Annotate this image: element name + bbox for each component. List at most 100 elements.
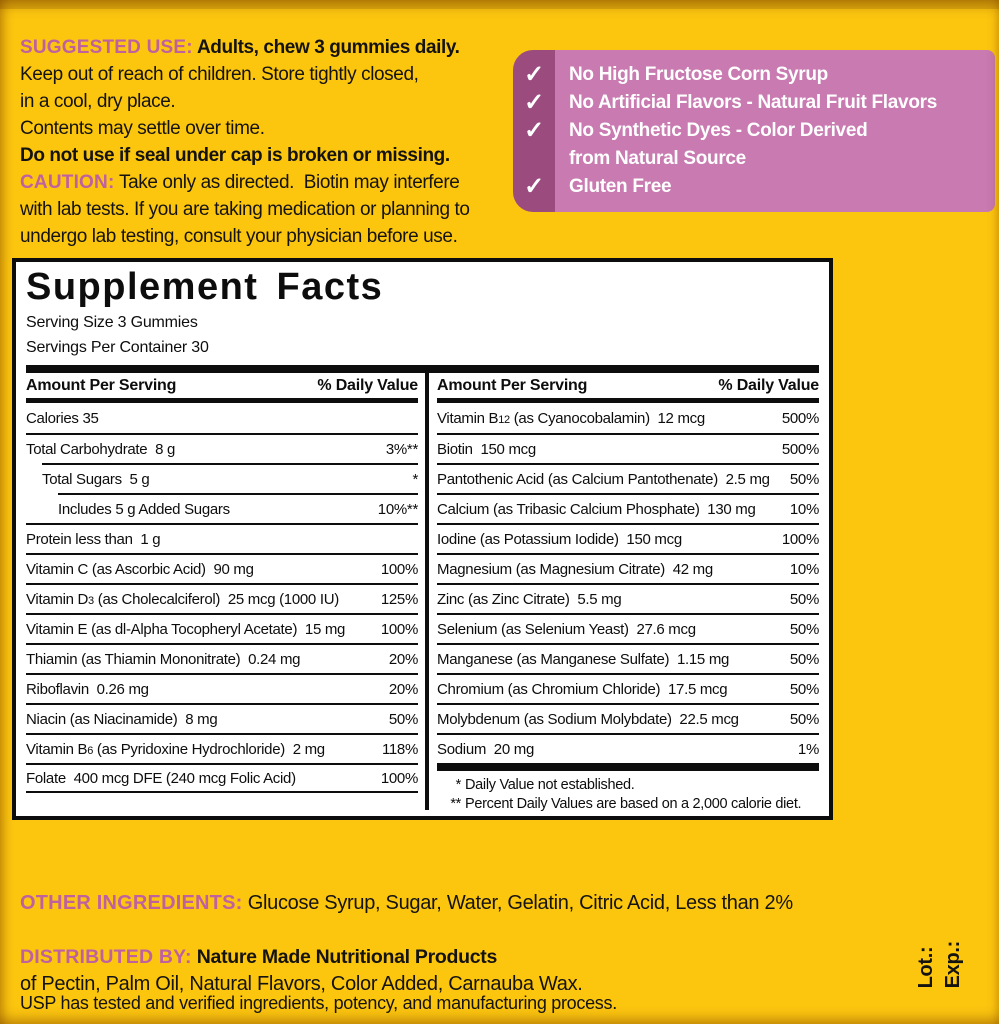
row-label: Chromium (as Chromium Chloride) 17.5 mcg [437,680,728,698]
distributed-by-block: DISTRIBUTED BY: Nature Made Nutritional … [20,892,980,1024]
table-row: Calcium (as Tribasic Calcium Phosphate) … [437,493,819,523]
row-daily-value: 20% [388,650,418,668]
caution-heading: CAUTION: [20,172,115,193]
vitamin-subscript: 6 [87,744,94,757]
row-daily-value: 10% [789,500,819,518]
table-row: Niacin (as Niacinamide) 8 mg 50% [26,703,418,733]
table-row: Biotin 150 mcg 500% [437,433,819,463]
table-row: Chromium (as Chromium Chloride) 17.5 mcg… [437,673,819,703]
table-row: Vitamin B12 (as Cyanocobalamin) 12 mcg 50… [437,403,819,433]
other-ingredients-line-2: of Pectin, Palm Oil, Natural Flavors, Co… [20,973,583,995]
row-daily-value: 50% [789,590,819,608]
vitamin-subscript: 3 [88,594,94,607]
header-amount-per-serving: Amount Per Serving [26,376,177,394]
table-row: Manganese (as Manganese Sulfate) 1.15 mg… [437,643,819,673]
table-row: Magnesium (as Magnesium Citrate) 42 mg 10… [437,553,819,583]
seal-warning-line: Do not use if seal under cap is broken o… [20,145,450,166]
header-daily-value: % Daily Value [718,376,819,394]
claim-text: Gluten Free [569,176,672,197]
footnote: * Daily Value not established. [437,776,819,795]
claim-text: No Synthetic Dyes - Color Derived from Na… [569,120,868,169]
claims-box: ✓ No High Fructose Corn Syrup ✓ No Artifici… [513,50,995,212]
row-daily-value: 10%** [377,500,419,518]
row-label: Protein less than 1 g [26,530,161,548]
footnotes: * Daily Value not established. ** Percen… [437,771,819,814]
claim-item: ✓ No High Fructose Corn Syrup [513,61,995,89]
check-icon: ✓ [524,89,544,116]
check-icon: ✓ [524,117,544,144]
row-label: Calcium (as Tribasic Calcium Phosphate) … [437,500,756,518]
thick-rule [437,763,819,771]
row-label: Molybdenum (as Sodium Molybdate) 22.5 mc… [437,710,739,728]
lot-exp-block: Lot.: Exp.: [914,941,965,988]
suggested-use-line: SUGGESTED USE: Adults, chew 3 gummies da… [20,34,516,61]
row-daily-value: 500% [781,440,819,458]
row-daily-value: 100% [380,560,418,578]
row-daily-value: 10% [789,560,819,578]
row-label: Sodium 20 mg [437,740,534,758]
header-daily-value: % Daily Value [317,376,418,394]
settle-line: Contents may settle over time. [20,118,265,139]
footnote-text: Daily Value not established. [465,777,635,793]
footnote-text: Percent Daily Values are based on a 2,00… [465,796,802,812]
row-daily-value: 500% [781,409,819,427]
row-label: Calories 35 [26,409,99,427]
row-label: Thiamin (as Thiamin Mononitrate) 0.24 mg [26,650,301,668]
other-ingredients-text-1: Glucose Syrup, Sugar, Water, Gelatin, Ci… [242,892,793,914]
row-daily-value: 50% [789,620,819,638]
distributed-by-line: DISTRIBUTED BY: Nature Made Nutritional … [20,944,980,970]
table-row: Riboflavin 0.26 mg 20% [26,673,418,703]
row-daily-value: 20% [388,680,418,698]
claim-item: ✓ No Artificial Flavors - Natural Fruit F… [513,89,995,117]
exp-label: Exp.: [942,940,964,988]
other-ingredients-block: OTHER INGREDIENTS: Glucose Syrup, Sugar,… [20,836,980,1024]
footnote: ** Percent Daily Values are based on a 2… [437,795,819,814]
storage-line-2: in a cool, dry place. [20,91,176,112]
other-ingredients-heading: OTHER INGREDIENTS: [20,892,243,914]
row-daily-value: 50% [789,650,819,668]
row-label: Pantothenic Acid (as Calcium Pantothenat… [437,470,770,488]
facts-column-left: Amount Per Serving % Daily Value Calorie… [26,373,425,810]
row-label: Niacin (as Niacinamide) 8 mg [26,710,218,728]
table-row: Zinc (as Zinc Citrate) 5.5 mg 50% [437,583,819,613]
table-row: Vitamin D3 (as Cholecalciferol) 25 mcg (… [26,583,418,613]
check-icon: ✓ [524,173,544,200]
footnote-marker: * [455,777,462,793]
row-label: Folate 400 mcg DFE (240 mcg Folic Acid) [26,769,296,787]
supplement-facts-panel: Supplement Facts Serving Size 3 Gummies … [12,258,833,820]
caution-line-3: undergo lab testing, consult your physic… [20,226,458,247]
usp-block: USP has tested and verified ingredients,… [20,946,980,1024]
row-daily-value: 100% [380,620,418,638]
table-row: Iodine (as Potassium Iodide) 150 mcg 100% [437,523,819,553]
table-row: Vitamin C (as Ascorbic Acid) 90 mg 100% [26,553,418,583]
nutrient-rows-left: Calories 35 Total Carbohydrate 8 g 3%** Tot… [26,403,418,793]
row-label: Total Carbohydrate 8 g [26,440,176,458]
storage-line-1: Keep out of reach of children. Store tig… [20,64,419,85]
table-row: Total Sugars 5 g * [42,463,418,493]
row-daily-value: 100% [781,530,819,548]
row-daily-value: 50% [789,710,819,728]
servings-per-container: Servings Per Container 30 [26,339,209,356]
claim-item: ✓ No Synthetic Dyes - Color Derived from N… [513,117,995,173]
company-name: Nature Made Nutritional Products [191,946,498,968]
other-ingredients-line-1: OTHER INGREDIENTS: Glucose Syrup, Sugar,… [20,890,980,917]
usp-line-1: USP has tested and verified ingredients,… [20,993,617,1013]
row-label: Includes 5 g Added Sugars [58,500,230,518]
suggested-use-text: Adults, chew 3 gummies daily. [192,37,460,58]
row-daily-value: 50% [789,470,819,488]
table-row: Vitamin B6 (as Pyridoxine Hydrochloride)… [26,733,418,763]
row-daily-value: * [412,470,418,488]
row-daily-value: 100% [380,769,418,787]
table-row: Sodium 20 mg 1% [437,733,819,763]
table-row: Selenium (as Selenium Yeast) 27.6 mcg 50% [437,613,819,643]
row-label: Vitamin C (as Ascorbic Acid) 90 mg [26,560,254,578]
table-row: Calories 35 [26,403,418,433]
row-label: Riboflavin 0.26 mg [26,680,149,698]
column-header: Amount Per Serving % Daily Value [26,373,418,403]
row-label: Vitamin D3 (as Cholecalciferol) 25 mcg (… [26,590,339,608]
facts-columns: Amount Per Serving % Daily Value Calorie… [26,373,819,812]
row-label: Manganese (as Manganese Sulfate) 1.15 mg [437,650,730,668]
row-daily-value: 3%** [385,440,418,458]
caution-line-2: with lab tests. If you are taking medica… [20,199,470,220]
row-label: Vitamin B12 (as Cyanocobalamin) 12 mcg [437,409,705,427]
